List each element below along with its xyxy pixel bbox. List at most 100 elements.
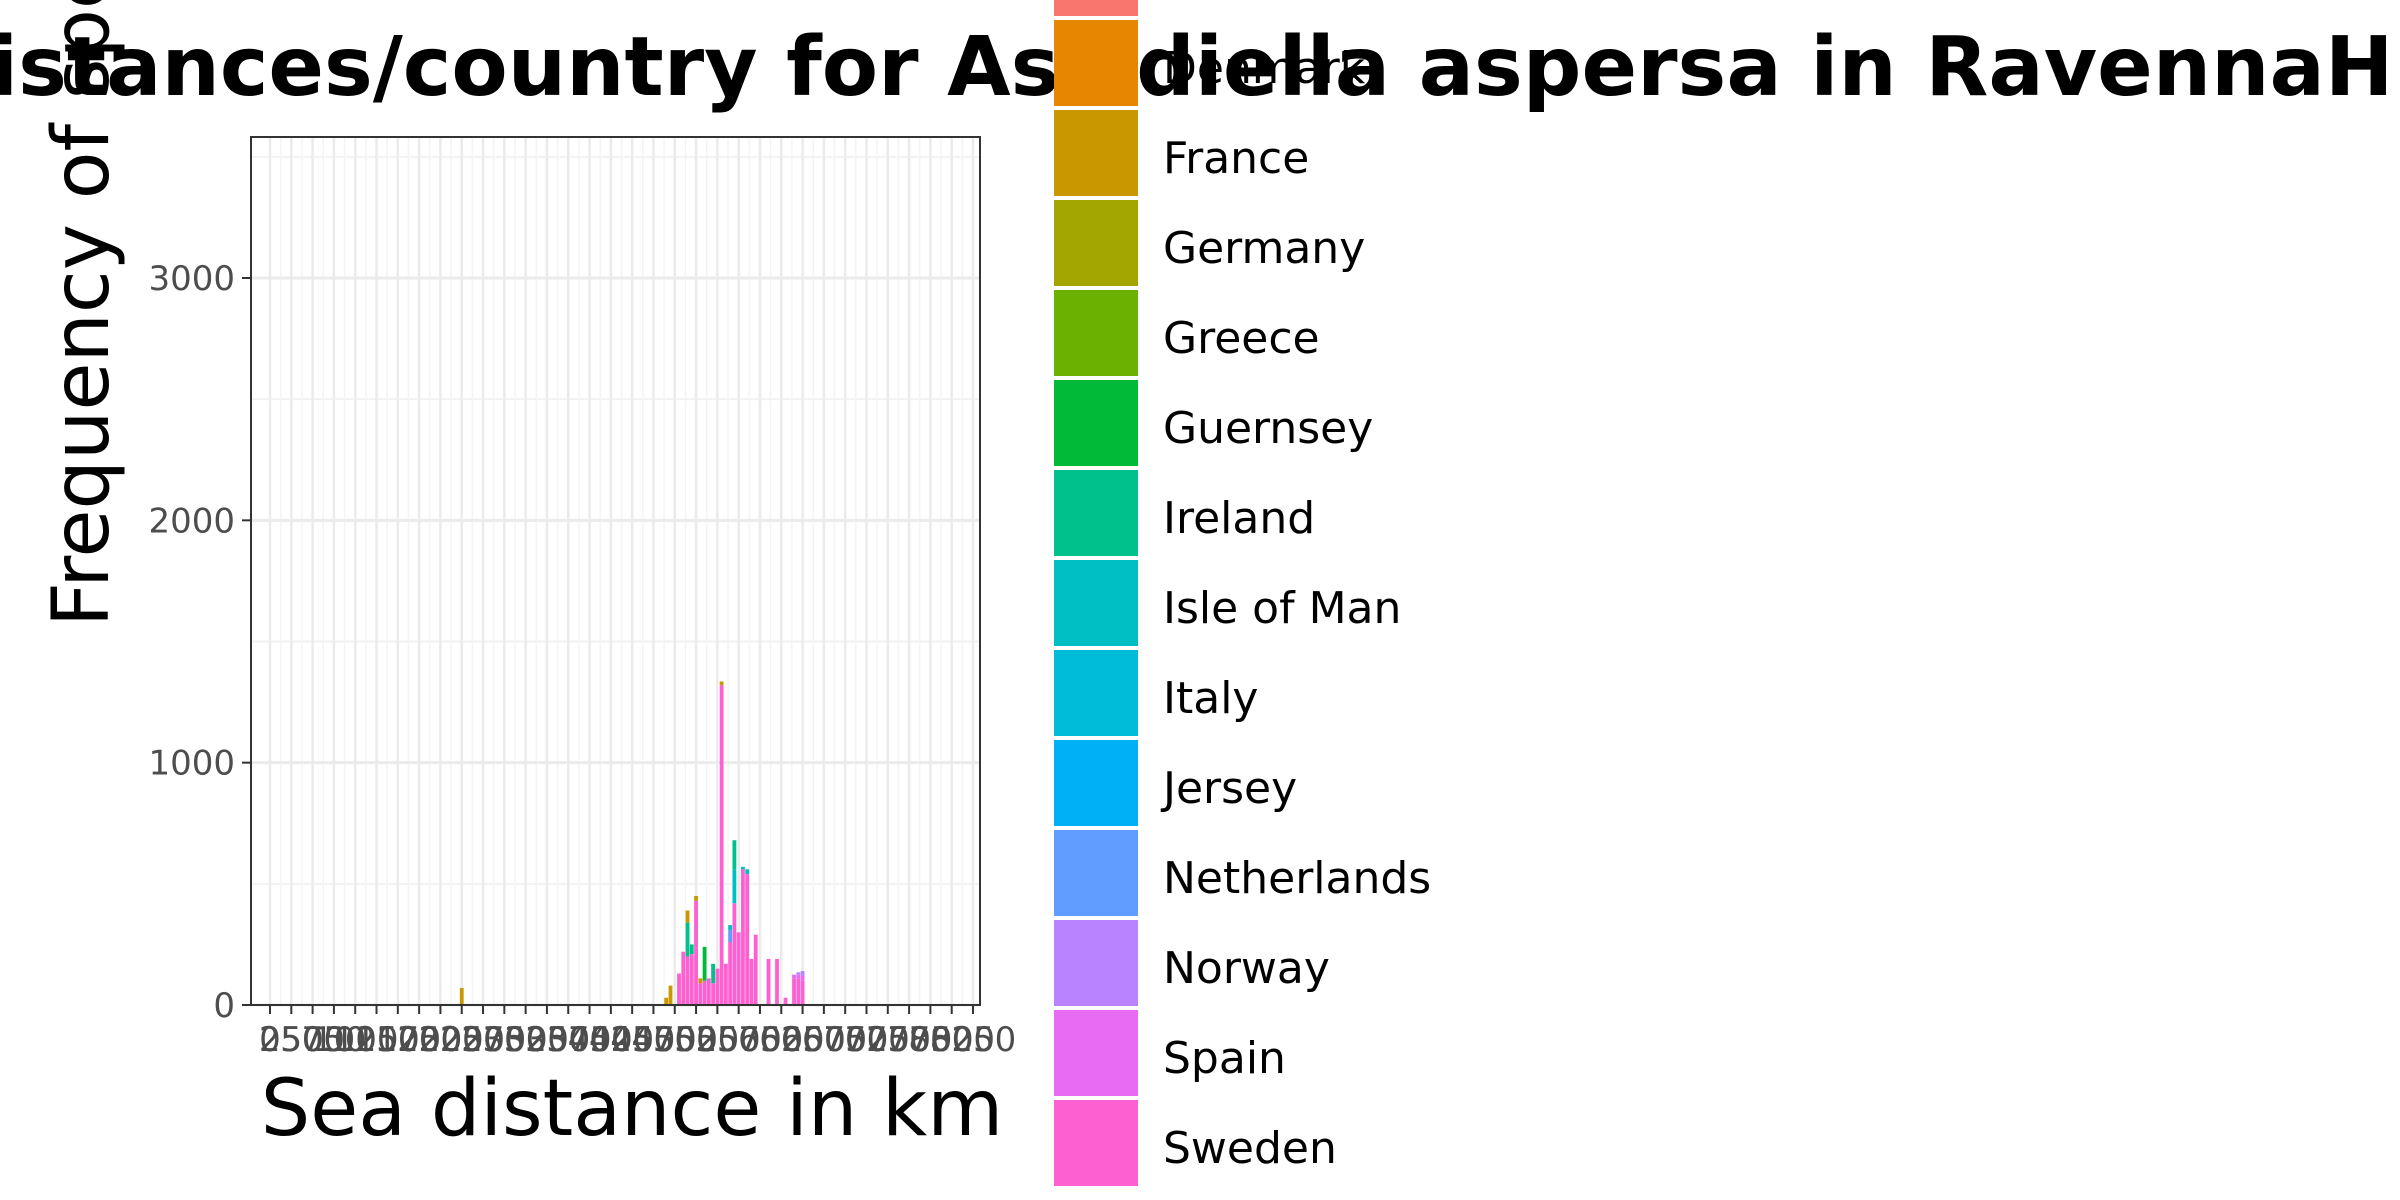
legend-label: Sweden [1163, 1123, 1337, 1174]
x-tick-label: 5500 [695, 1020, 782, 1060]
legend-label: Jersey [1160, 763, 1297, 814]
bar-segment [796, 972, 801, 975]
bar-segment [711, 983, 716, 1005]
bar [800, 971, 805, 1005]
bar-segment [719, 685, 724, 1005]
bar [702, 946, 707, 1005]
bar [689, 944, 694, 1005]
x-tick-label: 8000 [908, 1020, 995, 1060]
bar-segment [732, 869, 737, 904]
bar [736, 932, 741, 1005]
x-tick-label: 1750 [376, 1020, 463, 1060]
x-tick-label: 250 [259, 1020, 324, 1060]
bar [792, 974, 796, 1005]
bar [723, 963, 728, 1005]
x-tick-label: 1500 [355, 1020, 442, 1060]
x-axis-title: Sea distance in km [261, 1064, 1003, 1154]
bar-segment [745, 874, 750, 1005]
bar [719, 681, 724, 1005]
legend-label: Spain [1163, 1033, 1286, 1084]
bar-segment [745, 869, 750, 875]
x-tick-label: 500 [280, 1020, 345, 1060]
plot-area: 0100020003000025050075010001250150017502… [148, 136, 1017, 1060]
legend-key [1054, 1010, 1138, 1096]
x-tick-label: 2750 [461, 1020, 548, 1060]
bar-segment [736, 932, 741, 1005]
bar [694, 895, 698, 1005]
bar [685, 910, 690, 1005]
bar-segment [741, 866, 745, 870]
bar-segment [698, 983, 703, 1005]
bar-segment [715, 968, 720, 1005]
legend-label: France [1163, 133, 1309, 184]
x-tick-label: 3500 [525, 1020, 612, 1060]
bar [732, 840, 737, 1005]
legend-label: Denmark [1163, 43, 1366, 94]
bar-segment [694, 895, 698, 901]
bar-segment [732, 840, 737, 870]
x-tick-label: 5250 [674, 1020, 761, 1060]
legend-key [1054, 560, 1138, 646]
x-tick-label: 4750 [631, 1020, 718, 1060]
bar [749, 958, 754, 1005]
y-tick-label: 3000 [148, 259, 235, 299]
bar-segment [796, 974, 801, 979]
legend-key [1054, 290, 1138, 376]
legend-label: Germany [1163, 223, 1365, 274]
x-tick-label: 6500 [781, 1020, 868, 1060]
bar-segment [732, 903, 737, 1005]
bar-segment [698, 978, 703, 984]
bar-segment [702, 946, 707, 981]
y-tick-label: 1000 [148, 744, 235, 784]
bar-segment [800, 980, 805, 1005]
plot-panel [251, 137, 980, 1005]
legend-label: Ireland [1163, 493, 1315, 544]
x-tick-label: 2000 [397, 1020, 484, 1060]
bar [775, 958, 779, 1005]
x-tick-label: 7750 [887, 1020, 974, 1060]
bar-segment [685, 910, 690, 923]
legend-key [1054, 830, 1138, 916]
bar-segment [694, 900, 698, 1005]
legend-key [1054, 20, 1138, 106]
bar [698, 978, 703, 1005]
bar [711, 963, 716, 1005]
bar [681, 951, 686, 1005]
bar [741, 866, 745, 1005]
legend-key [1054, 0, 1138, 16]
bar-segment [668, 985, 673, 1005]
legend-label: Guernsey [1163, 403, 1373, 454]
x-tick-label: 4250 [589, 1020, 676, 1060]
x-tick-label: 8250 [930, 1020, 1017, 1060]
x-tick-label: 6250 [759, 1020, 846, 1060]
x-tick-label: 0 [259, 1020, 281, 1060]
bar-segment [711, 963, 716, 984]
legend-key [1054, 920, 1138, 1006]
plot-border [250, 136, 981, 1006]
x-tick-label: 6000 [738, 1020, 825, 1060]
bar [664, 997, 669, 1005]
legend-key [1054, 470, 1138, 556]
x-tick-label: 7250 [845, 1020, 932, 1060]
bar-segment [792, 974, 796, 979]
x-tick-label: 1000 [312, 1020, 399, 1060]
legend-label: Norway [1163, 943, 1330, 994]
y-axis-title: Frequency of species [37, 0, 127, 627]
bar-segment [681, 951, 686, 1005]
legend-key [1054, 200, 1138, 286]
bar-segment [783, 997, 788, 1005]
bar-segment [792, 978, 796, 1005]
x-tick-label: 7500 [866, 1020, 953, 1060]
bar-segment [800, 971, 805, 976]
x-tick-label: 5000 [653, 1020, 740, 1060]
x-tick-label: 5750 [717, 1020, 804, 1060]
x-tick-label: 4000 [568, 1020, 655, 1060]
x-tick-label: 4500 [610, 1020, 697, 1060]
y-tick-label: 2000 [148, 501, 235, 541]
bar [796, 972, 801, 1005]
x-tick-label: 750 [301, 1020, 366, 1060]
legend-key [1054, 650, 1138, 736]
bar [753, 934, 758, 1005]
bar-segment [800, 975, 805, 981]
